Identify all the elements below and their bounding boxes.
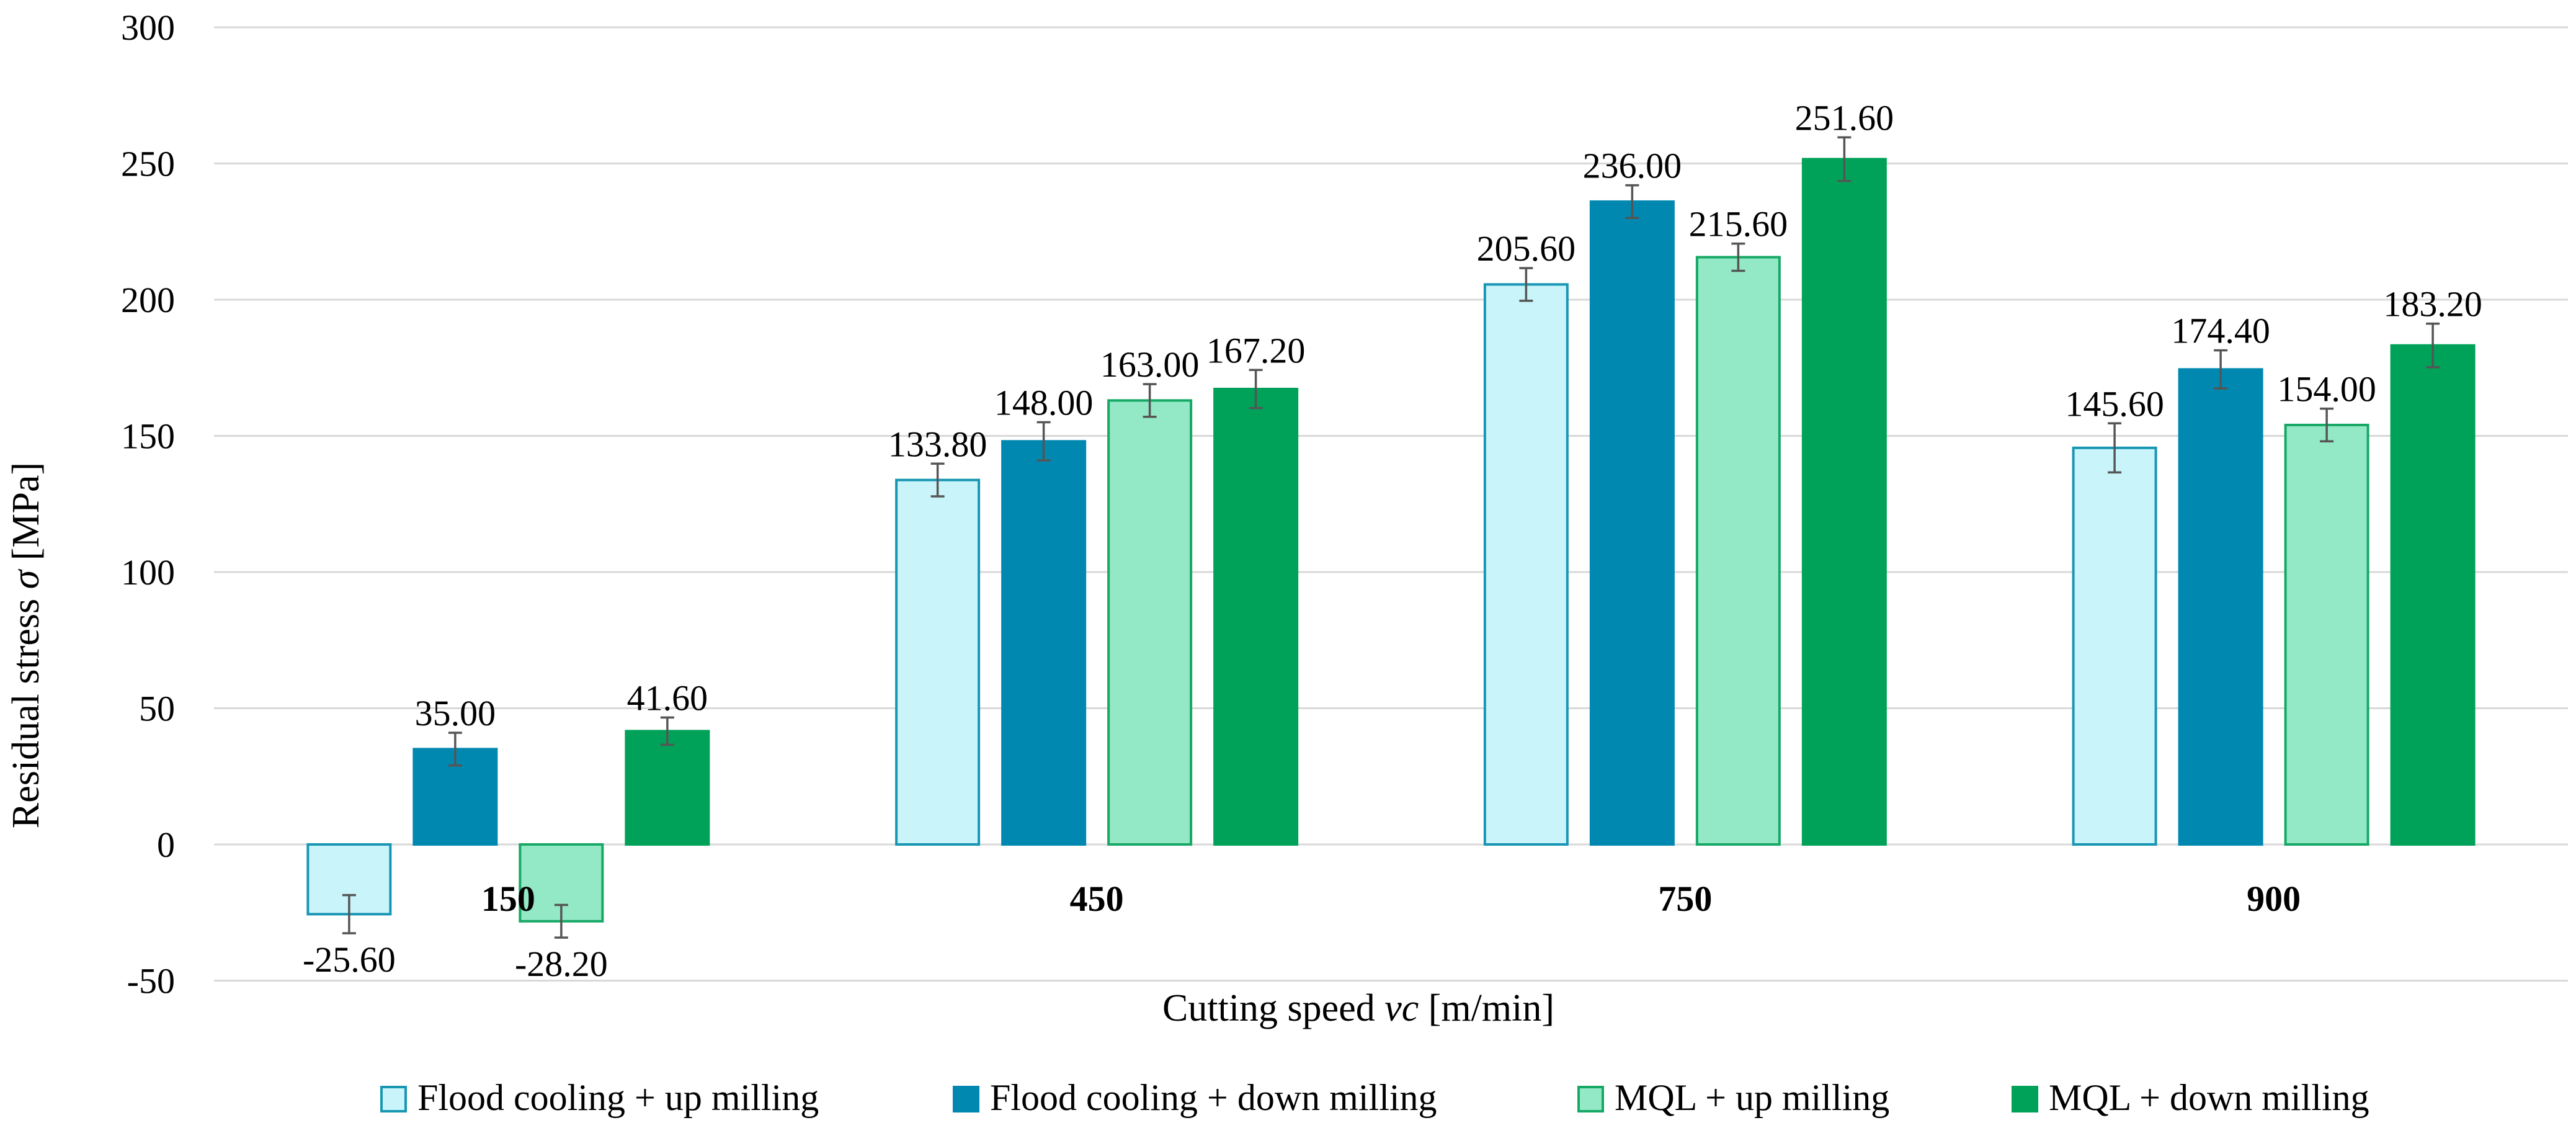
y-axis-title: Residual stress σ [MPa] xyxy=(5,462,47,828)
y-tick-label: 50 xyxy=(139,689,175,729)
y-axis-title-var: σ xyxy=(5,568,47,589)
error-bar xyxy=(930,462,945,498)
bar xyxy=(1483,283,1569,846)
error-bar xyxy=(1837,136,1852,182)
data-label: 183.20 xyxy=(2383,284,2482,325)
data-label: 133.80 xyxy=(888,424,987,464)
bar xyxy=(895,478,981,846)
error-bar xyxy=(660,716,674,746)
gridlines xyxy=(214,26,2568,982)
y-tick-label: 200 xyxy=(121,280,175,320)
category-label: 750 xyxy=(1658,879,1712,919)
bar xyxy=(1107,399,1193,846)
legend-label: MQL + up milling xyxy=(1615,1077,1889,1118)
data-label: 154.00 xyxy=(2277,369,2376,410)
y-tick-label: 250 xyxy=(121,144,175,184)
y-tick-label: 300 xyxy=(121,7,175,48)
bar xyxy=(2178,368,2263,846)
bar xyxy=(1213,387,1299,846)
error-bar xyxy=(2108,422,2122,474)
error-bar xyxy=(554,903,568,939)
bar xyxy=(1695,256,1781,846)
bar xyxy=(2072,446,2157,846)
data-label: 167.20 xyxy=(1206,330,1306,370)
data-label: 205.60 xyxy=(1477,228,1576,269)
category-labels: 150 450 750 900 xyxy=(481,879,2301,919)
bar xyxy=(625,730,710,846)
x-axis-title: Cutting speed vc [m/min] xyxy=(1162,987,1554,1029)
legend-label: MQL + down milling xyxy=(2049,1077,2369,1118)
error-bar xyxy=(1731,242,1745,272)
bar xyxy=(1801,158,1887,846)
error-bar xyxy=(2214,349,2228,390)
bars xyxy=(306,158,2476,923)
legend-label: Flood cooling + down milling xyxy=(990,1077,1437,1118)
y-tick-label: 150 xyxy=(121,416,175,457)
error-bar xyxy=(448,732,462,767)
error-bar xyxy=(2320,407,2334,443)
data-label: 35.00 xyxy=(415,693,496,733)
legend-swatch xyxy=(1577,1086,1604,1112)
y-tick-label: 100 xyxy=(121,552,175,593)
category-label: 450 xyxy=(1070,879,1124,919)
y-axis-title-unit: [MPa] xyxy=(5,462,47,570)
data-label: 41.60 xyxy=(627,678,708,718)
category-label: 150 xyxy=(481,879,535,919)
bar xyxy=(1001,440,1087,846)
error-bar xyxy=(1249,369,1263,410)
x-axis-title-main: Cutting speed xyxy=(1162,987,1384,1029)
data-label: 148.00 xyxy=(994,383,1094,423)
legend-label: Flood cooling + up milling xyxy=(417,1077,819,1118)
data-labels: -25.60 35.00 -28.20 41.60 133.80148.00163.00… xyxy=(303,97,2482,984)
error-bar xyxy=(1519,267,1533,302)
y-tick-labels: -50 0 50 100 150 200 250 300 xyxy=(121,7,175,1001)
data-label: 215.60 xyxy=(1689,204,1788,244)
error-bar xyxy=(342,893,356,934)
error-bar xyxy=(2426,322,2440,369)
error-bar xyxy=(1625,184,1639,220)
data-label: 145.60 xyxy=(2065,383,2164,424)
data-label: 174.40 xyxy=(2171,311,2270,351)
data-label: 251.60 xyxy=(1795,97,1894,138)
y-axis-title-main: Residual stress xyxy=(5,589,47,828)
x-axis-title-unit: [m/min] xyxy=(1419,987,1554,1029)
error-bar xyxy=(1143,383,1157,418)
y-tick-label: -50 xyxy=(127,961,175,1001)
data-label: -28.20 xyxy=(515,944,608,984)
y-tick-label: 0 xyxy=(157,825,175,865)
data-label: 236.00 xyxy=(1583,146,1682,186)
legend-swatch xyxy=(2012,1086,2038,1112)
bar xyxy=(2284,423,2369,846)
category-label: 900 xyxy=(2247,879,2301,919)
x-axis-title-var: vc xyxy=(1384,987,1419,1029)
bar xyxy=(1589,200,1675,846)
error-bars xyxy=(342,136,2440,939)
legend-swatch xyxy=(380,1086,407,1112)
legend: Flood cooling + up milling Flood cooling … xyxy=(380,1077,2369,1118)
data-label: 163.00 xyxy=(1100,344,1200,385)
bar xyxy=(2390,344,2476,846)
error-bar xyxy=(1036,421,1051,462)
legend-swatch xyxy=(953,1086,979,1112)
data-label: -25.60 xyxy=(303,939,396,980)
